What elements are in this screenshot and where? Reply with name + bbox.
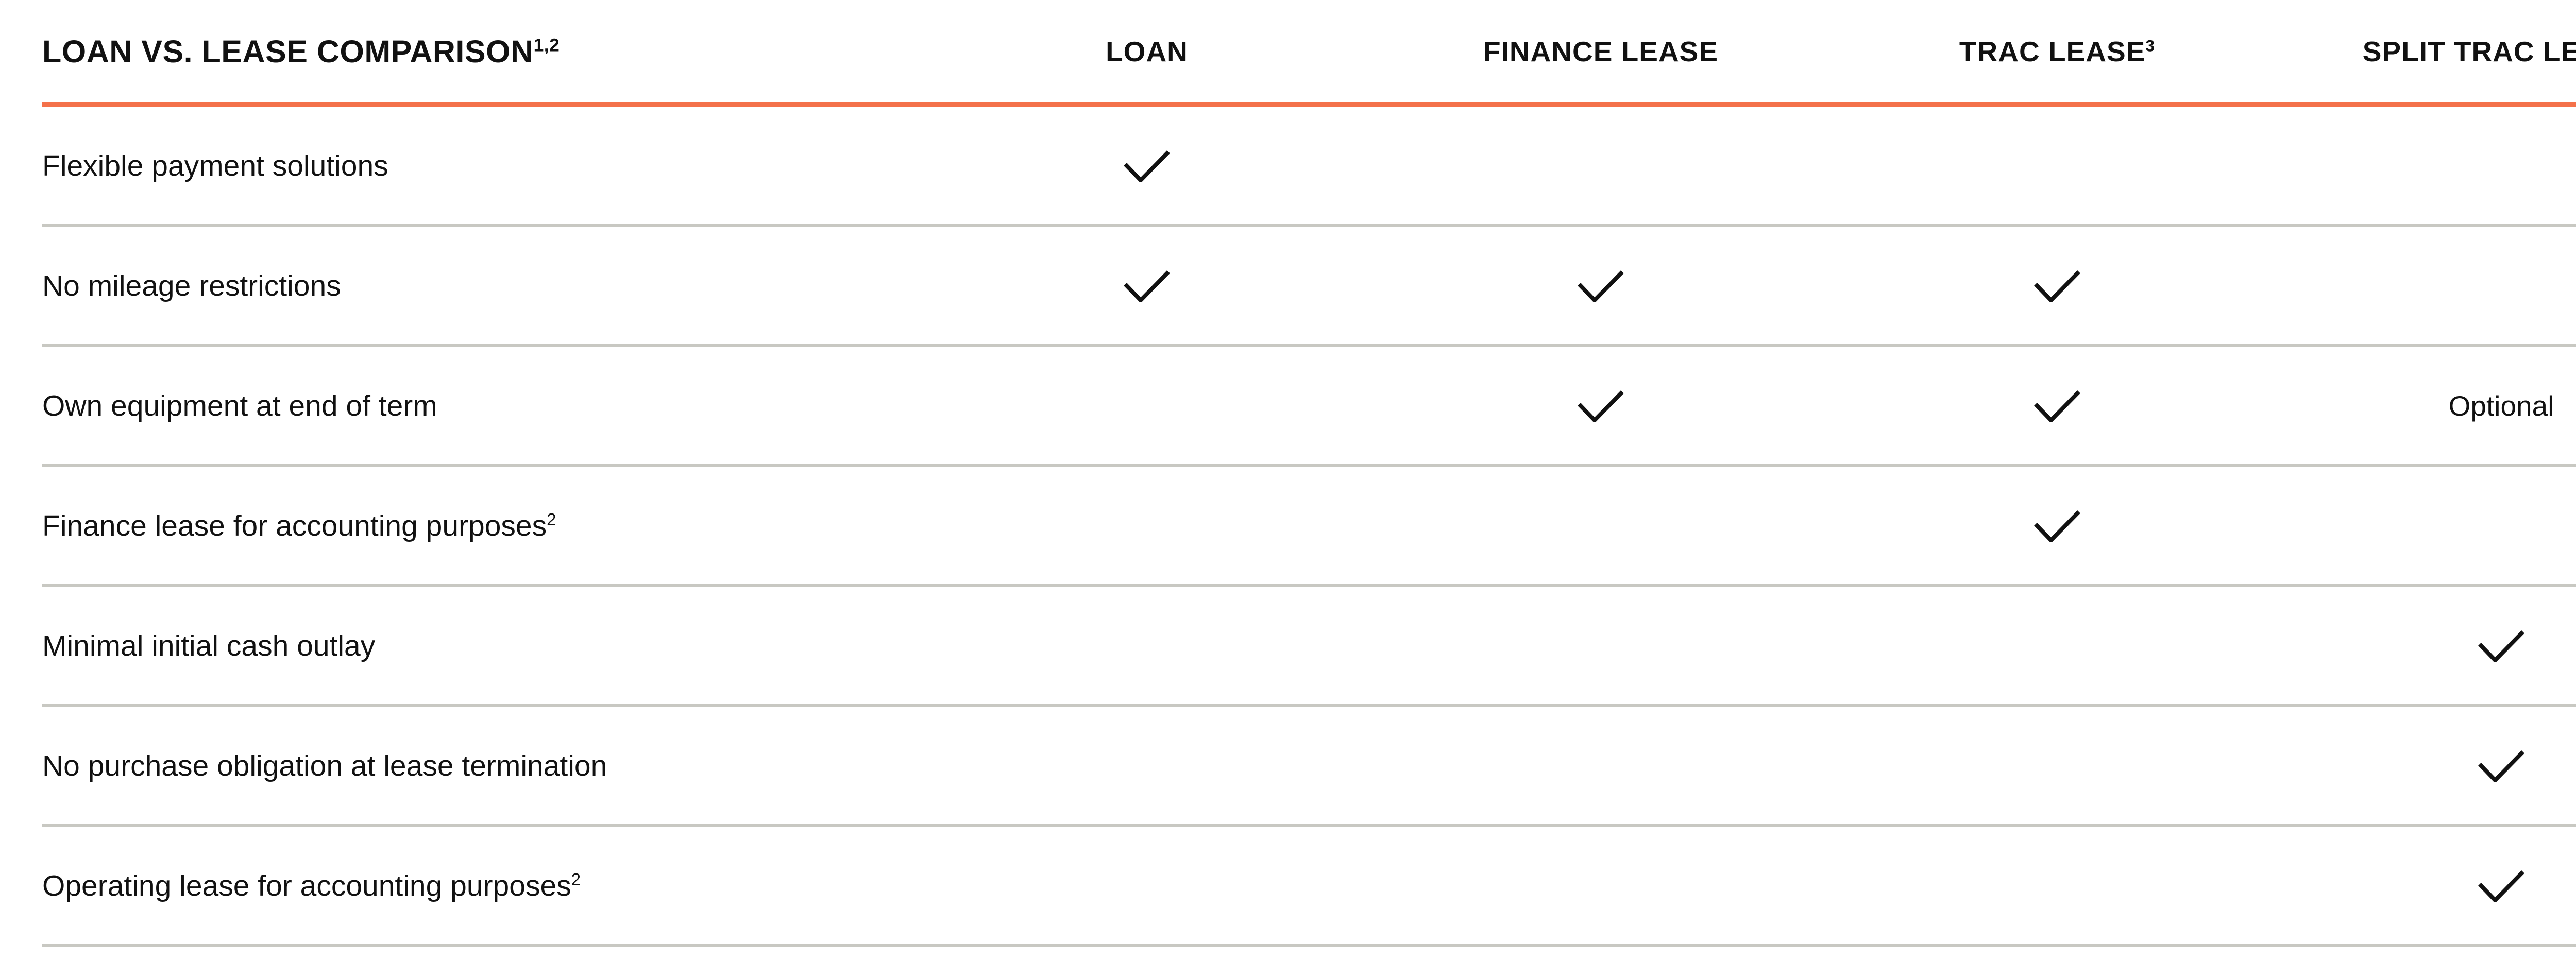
- cell-split-trac-lease-check: [2477, 869, 2526, 902]
- feature-label-text: Flexible payment solutions: [42, 149, 388, 182]
- feature-label: Minimal initial cash outlay: [42, 629, 375, 663]
- cell-split-trac-lease-check: [2477, 749, 2526, 782]
- cell-loan-check: [1122, 269, 1172, 302]
- checkmark-icon: [2034, 390, 2080, 422]
- column-header-trac-lease: TRAC LEASE3: [1959, 35, 2155, 68]
- table-row: Finance lease for accounting purposes2: [42, 467, 2576, 587]
- cell-finance-lease-check: [1576, 389, 1625, 422]
- feature-label-text: No purchase obligation at lease terminat…: [42, 749, 607, 782]
- table-row: Flexible payment solutions: [42, 107, 2576, 227]
- column-header-finance-lease: FINANCE LEASE: [1483, 35, 1718, 68]
- table-title: LOAN VS. LEASE COMPARISON1,2: [42, 33, 560, 70]
- feature-label: No mileage restrictions: [42, 269, 341, 303]
- feature-label-text: Operating lease for accounting purposes: [42, 869, 571, 902]
- feature-label-superscript: 2: [571, 870, 581, 889]
- column-header-label: FINANCE LEASE: [1483, 35, 1719, 67]
- feature-label: No purchase obligation at lease terminat…: [42, 749, 607, 783]
- column-header-split-trac-lease: SPLIT TRAC LEASE: [2363, 35, 2576, 68]
- table-title-text: LOAN VS. LEASE COMPARISON: [42, 33, 534, 69]
- cell-finance-lease-check: [1576, 269, 1625, 302]
- table-row: No purchase obligation at lease terminat…: [42, 707, 2576, 827]
- feature-label: Finance lease for accounting purposes2: [42, 509, 556, 543]
- checkmark-icon: [1124, 150, 1170, 182]
- cell-split-trac-lease-optional: Optional: [2449, 389, 2554, 422]
- checkmark-icon: [2478, 750, 2524, 782]
- checkmark-icon: [1124, 270, 1170, 302]
- table-title-superscript: 1,2: [533, 35, 560, 56]
- feature-label: Flexible payment solutions: [42, 149, 388, 183]
- table-body: Flexible payment solutions No mileage re…: [42, 107, 2576, 947]
- optional-label: Optional: [2448, 389, 2554, 422]
- cell-split-trac-lease-check: [2477, 629, 2526, 662]
- column-header-label: SPLIT TRAC LEASE: [2362, 35, 2576, 67]
- checkmark-icon: [2034, 510, 2080, 542]
- table-row: Operating lease for accounting purposes2: [42, 827, 2576, 947]
- table-row: No mileage restrictions: [42, 227, 2576, 347]
- cell-trac-lease-check: [2032, 269, 2082, 302]
- feature-label-text: Finance lease for accounting purposes: [42, 509, 547, 542]
- feature-label-text: No mileage restrictions: [42, 269, 341, 302]
- checkmark-icon: [2034, 270, 2080, 302]
- column-header-superscript: 3: [2145, 36, 2156, 55]
- table-row: Own equipment at end of term OptionalOpt…: [42, 347, 2576, 467]
- cell-trac-lease-check: [2032, 509, 2082, 542]
- feature-label-text: Own equipment at end of term: [42, 389, 437, 422]
- column-header-label: TRAC LEASE: [1959, 35, 2146, 67]
- feature-label: Own equipment at end of term: [42, 389, 437, 423]
- checkmark-icon: [2478, 870, 2524, 902]
- checkmark-icon: [2478, 630, 2524, 662]
- table-header-row: LOAN VS. LEASE COMPARISON1,2 LOAN FINANCE…: [42, 0, 2576, 107]
- feature-label: Operating lease for accounting purposes2: [42, 869, 581, 903]
- table-row: Minimal initial cash outlay: [42, 587, 2576, 707]
- column-header-loan: LOAN: [1106, 35, 1188, 68]
- checkmark-icon: [1578, 390, 1624, 422]
- feature-label-text: Minimal initial cash outlay: [42, 629, 376, 662]
- feature-label-superscript: 2: [547, 510, 556, 529]
- column-header-label: LOAN: [1106, 35, 1188, 67]
- checkmark-icon: [1578, 270, 1624, 302]
- cell-trac-lease-check: [2032, 389, 2082, 422]
- cell-loan-check: [1122, 149, 1172, 182]
- loan-vs-lease-comparison-table: LOAN VS. LEASE COMPARISON1,2 LOAN FINANCE…: [42, 0, 2576, 947]
